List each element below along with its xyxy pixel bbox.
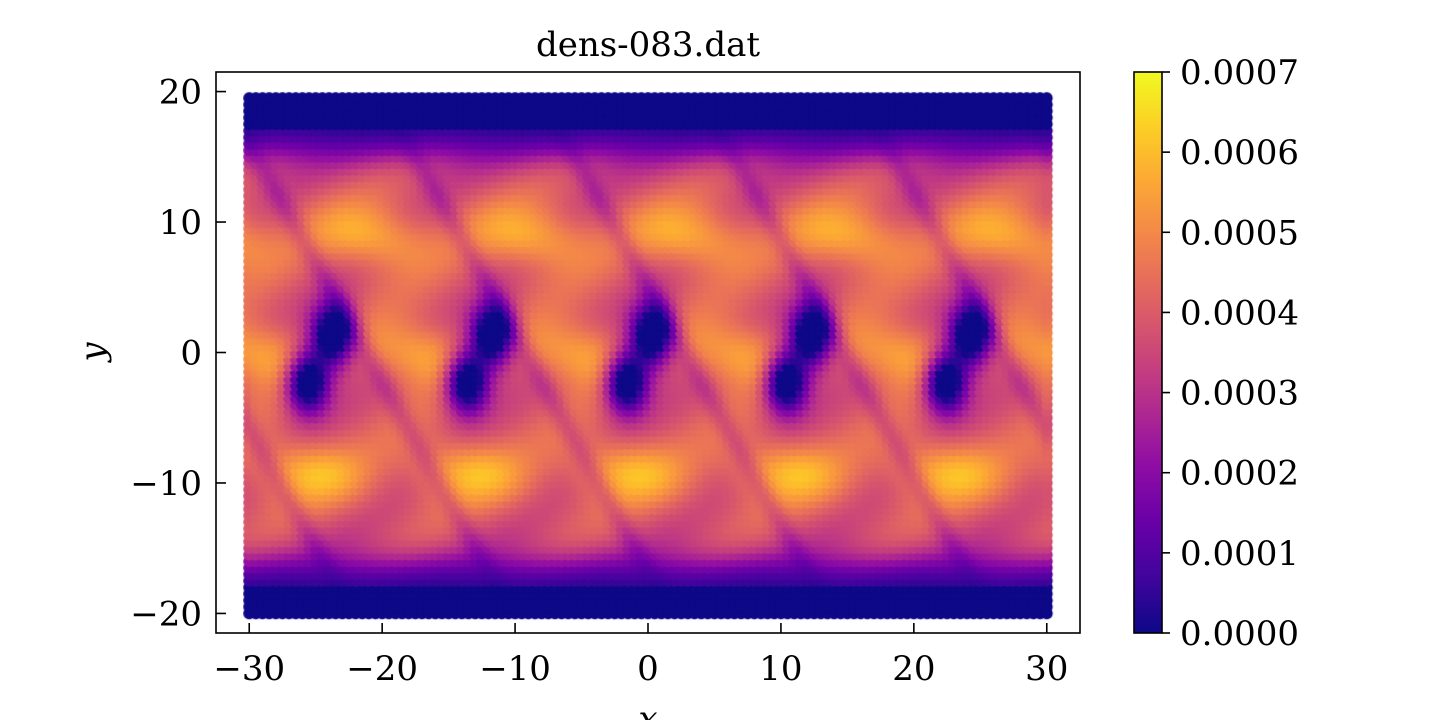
x-axis-ticks: −30 −20 −10 0 10 20 30: [213, 623, 1068, 689]
y-axis-ticks: −20 −10 0 10 20: [130, 73, 226, 634]
y-tick-label: 10: [159, 203, 202, 243]
x-tick-label: 10: [759, 649, 802, 689]
y-tick-label: −10: [130, 464, 202, 504]
colorbar-tick-label: 0.0002: [1180, 454, 1299, 494]
y-tick-label: 20: [159, 73, 202, 113]
y-axis-label: y: [73, 342, 113, 364]
colorbar: [1133, 71, 1163, 634]
y-tick-label: −20: [130, 594, 202, 634]
colorbar-ticks: 0.0000 0.0001 0.0002 0.0003 0.0004 0.0005 0.00…: [1162, 53, 1299, 654]
x-axis-label: x: [638, 699, 657, 720]
chart-title: dens-083.dat: [536, 25, 760, 65]
colorbar-tick-label: 0.0005: [1180, 213, 1299, 253]
x-tick-label: −30: [213, 649, 285, 689]
x-tick-label: −20: [346, 649, 418, 689]
x-tick-label: 20: [892, 649, 935, 689]
x-tick-label: 30: [1025, 649, 1068, 689]
x-tick-label: −10: [479, 649, 551, 689]
y-tick-label: 0: [180, 334, 202, 374]
colorbar-tick-label: 0.0006: [1180, 133, 1299, 173]
colorbar-tick-label: 0.0003: [1180, 374, 1299, 414]
x-tick-label: 0: [637, 649, 659, 689]
colorbar-tick-label: 0.0001: [1180, 534, 1299, 574]
heatmap-image: [241, 90, 1056, 622]
colorbar-tick-label: 0.0004: [1180, 293, 1299, 333]
colorbar-tick-label: 0.0000: [1180, 614, 1299, 654]
colorbar-tick-label: 0.0007: [1180, 53, 1299, 93]
heatmap: [241, 90, 1056, 622]
